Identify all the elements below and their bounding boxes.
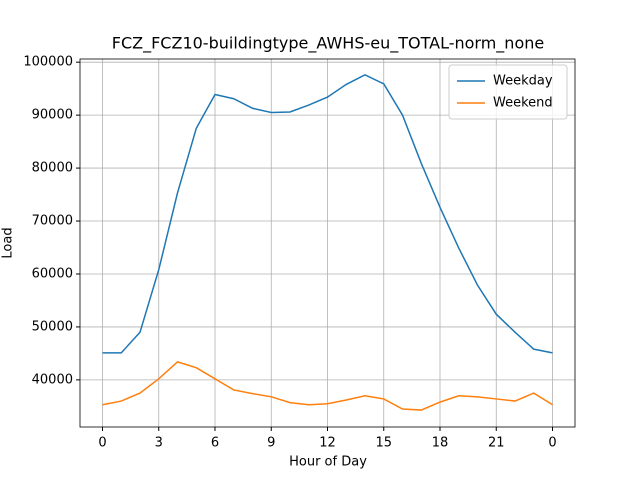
plot-frame [79, 58, 576, 428]
y-tick-label: 60000 [32, 266, 73, 281]
y-tick-label: 40000 [32, 372, 73, 387]
x-tick-label: 6 [211, 436, 219, 451]
y-axis-label: Load [1, 227, 16, 258]
x-tick-label: 0 [548, 436, 556, 451]
x-axis-label: Hour of Day [289, 455, 367, 470]
x-tick-label: 3 [155, 436, 163, 451]
x-tick-label: 0 [98, 436, 106, 451]
x-tick-label: 9 [267, 436, 275, 451]
y-tick-label: 80000 [32, 161, 73, 176]
line-series [102, 361, 553, 411]
x-tick-label: 21 [488, 436, 505, 451]
legend-label: Weekend [493, 96, 553, 111]
chart-title: FCZ_FCZ10-buildingtype_AWHS-eu_TOTAL-nor… [112, 34, 544, 54]
line-series [102, 74, 553, 354]
x-tick-label: 18 [432, 436, 449, 451]
legend-label: Weekday [493, 74, 553, 89]
y-tick-label: 70000 [32, 214, 73, 229]
x-tick-label: 12 [319, 436, 336, 451]
y-tick-label: 100000 [23, 55, 73, 70]
legend-box [448, 64, 568, 120]
y-tick-label: 50000 [32, 319, 73, 334]
y-tick-label: 90000 [32, 108, 73, 123]
x-tick-label: 15 [375, 436, 392, 451]
